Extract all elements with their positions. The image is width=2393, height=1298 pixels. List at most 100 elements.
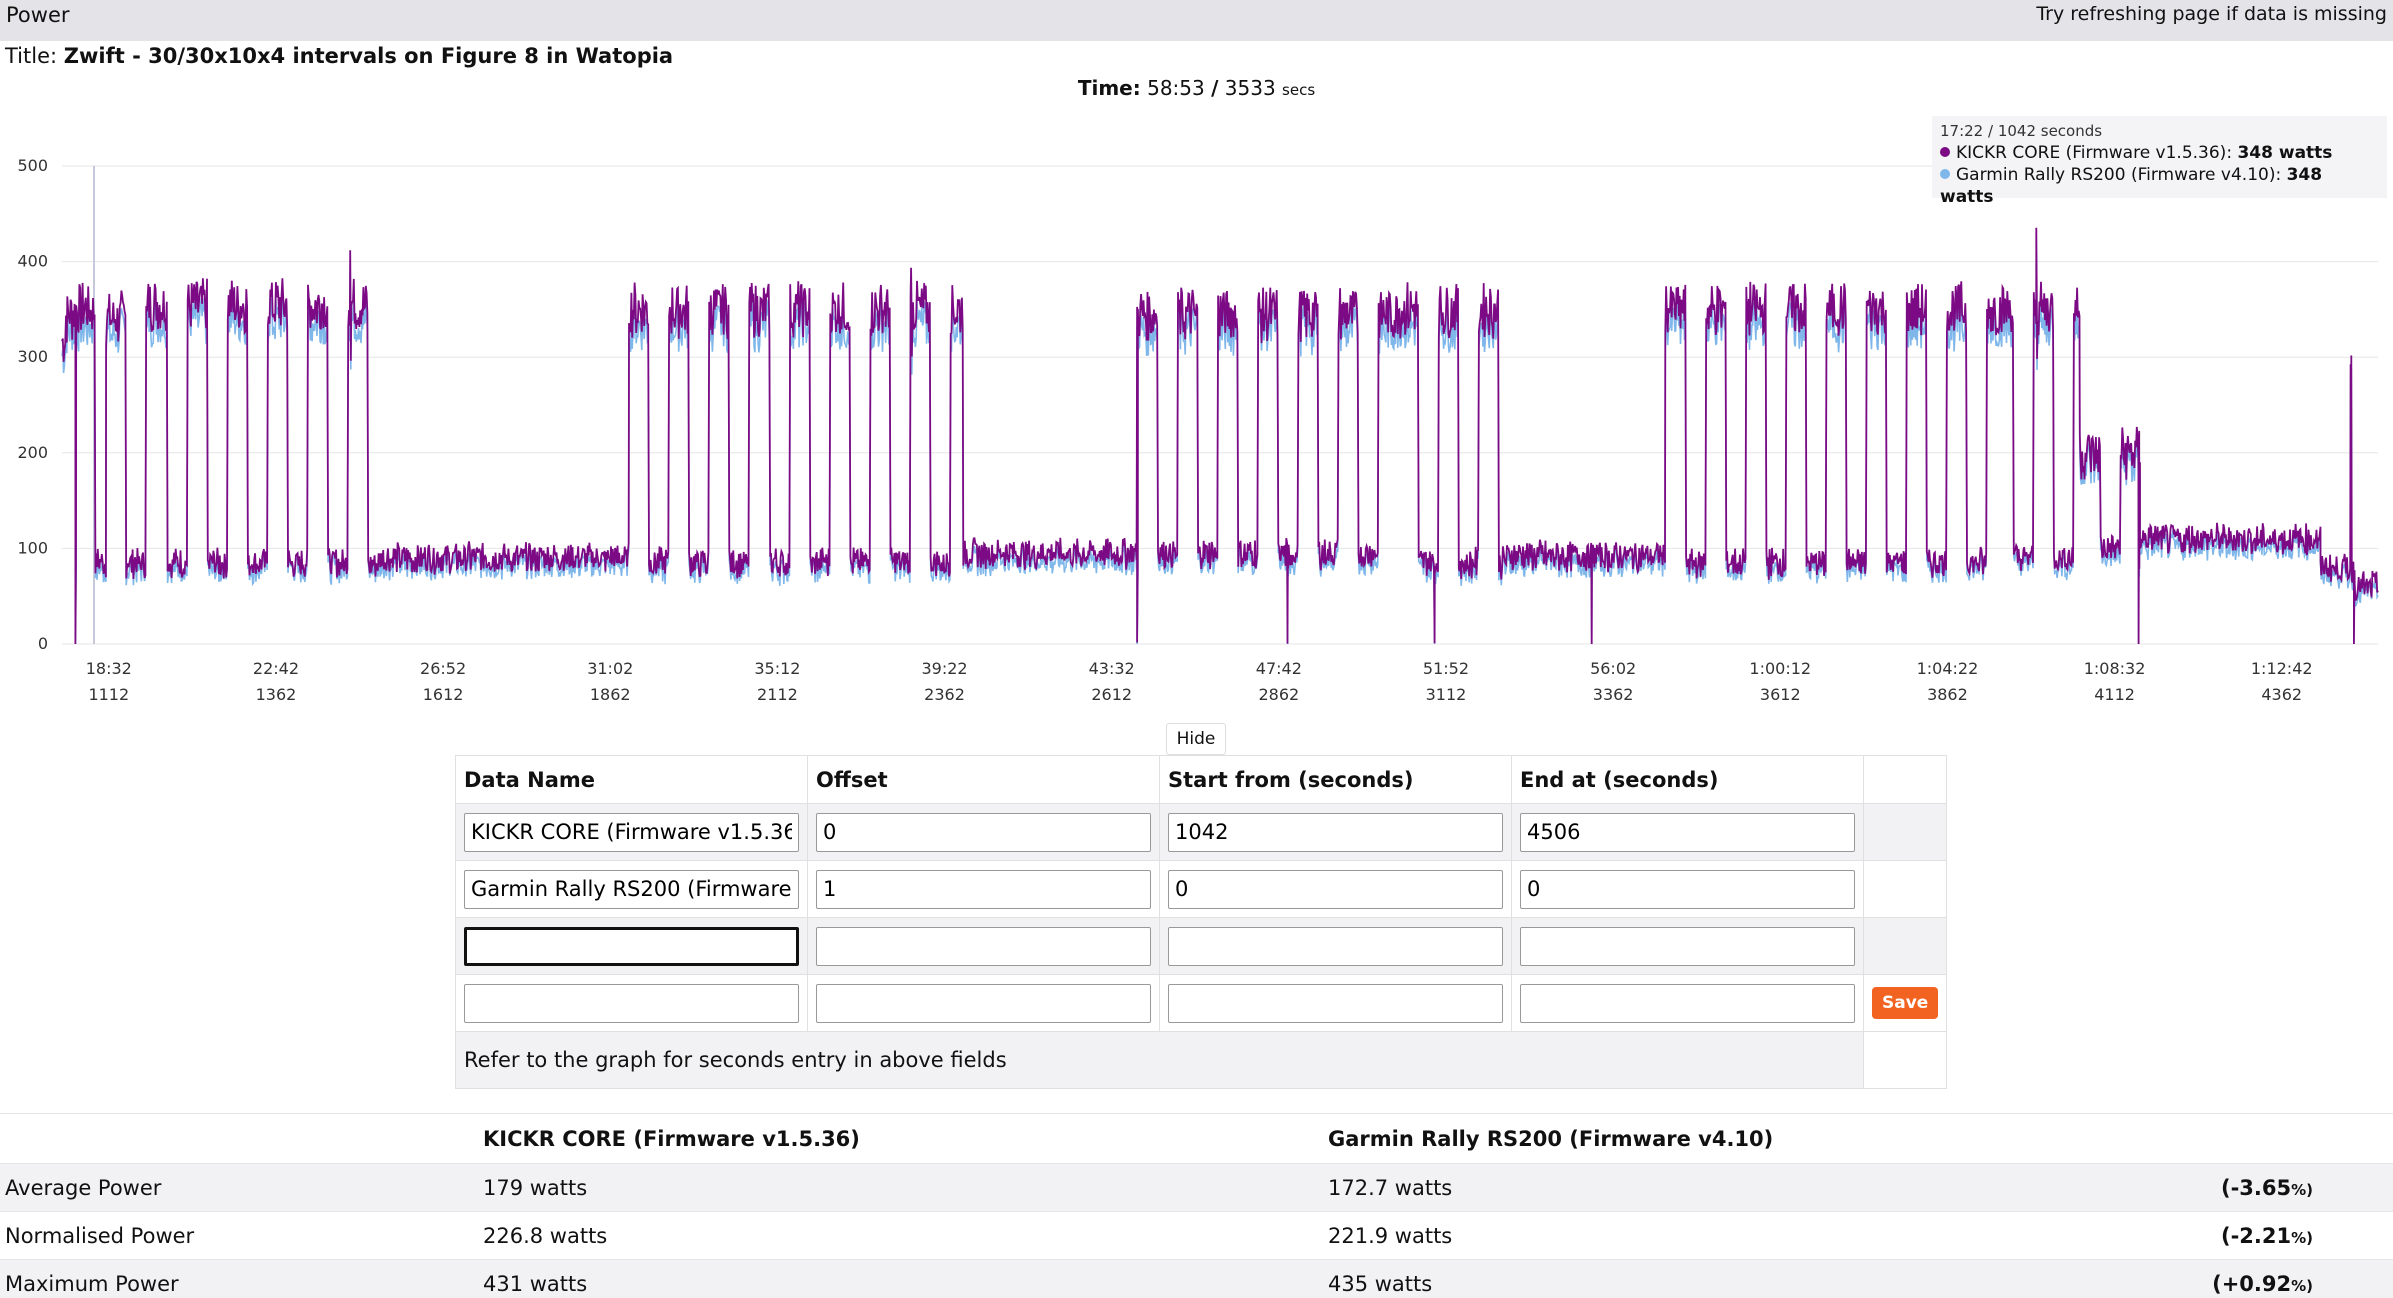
summary-col-garmin: Garmin Rally RS200 (Firmware v4.10) bbox=[1323, 1113, 2023, 1164]
garmin-value: 221.9 watts bbox=[1323, 1211, 2023, 1260]
offset-input[interactable] bbox=[816, 926, 1151, 966]
y-tick-label: 400 bbox=[17, 252, 48, 271]
save-button[interactable]: Save bbox=[1872, 987, 1939, 1019]
y-tick-label: 100 bbox=[17, 538, 48, 557]
y-tick-label: 300 bbox=[17, 347, 48, 366]
offset-input[interactable] bbox=[816, 983, 1151, 1023]
table-row bbox=[455, 917, 1948, 975]
time-label: Time: bbox=[1077, 76, 1141, 100]
hint-row: Refer to the graph for seconds entry in … bbox=[455, 1031, 1948, 1089]
tooltip-value: 348 watts bbox=[1940, 165, 2323, 207]
start-input[interactable] bbox=[1168, 983, 1503, 1023]
table-row bbox=[455, 860, 1948, 918]
data-name-input[interactable] bbox=[464, 869, 799, 909]
start-input[interactable] bbox=[1168, 926, 1503, 966]
power-chart[interactable]: 0 100 200 300 400 500 18:32 1112 22:42 1362 26:52 1… bbox=[0, 110, 2393, 710]
data-name-input[interactable] bbox=[464, 812, 799, 852]
activity-title: Zwift - 30/30x10x4 intervals on Figure 8… bbox=[63, 44, 674, 68]
y-tick-label: 0 bbox=[38, 634, 48, 653]
table-row bbox=[455, 803, 1948, 861]
chart-tooltip: 17:22 / 1042 seconds KICKR CORE (Firmwar… bbox=[1932, 116, 2387, 207]
offset-input[interactable] bbox=[816, 869, 1151, 909]
summary-col-kickr: KICKR CORE (Firmware v1.5.36) bbox=[478, 1113, 1323, 1164]
x-tick-seconds: 4112 bbox=[2094, 685, 2135, 704]
top-bar: Power Try refreshing page if data is mis… bbox=[0, 0, 2393, 41]
time-separator: / bbox=[1211, 76, 1219, 100]
metric-label: Average Power bbox=[0, 1163, 478, 1212]
time-value: 58:53 bbox=[1147, 76, 1205, 100]
summary-row: Maximum Power 431 watts 435 watts (+0.92… bbox=[0, 1259, 2393, 1298]
x-tick-time: 26:52 bbox=[420, 659, 466, 678]
x-tick-time: 35:12 bbox=[754, 659, 800, 678]
y-tick-label: 500 bbox=[17, 156, 48, 175]
x-tick-time: 1:04:22 bbox=[1917, 659, 1979, 678]
x-tick-time: 43:32 bbox=[1089, 659, 1135, 678]
x-tick-time: 1:08:32 bbox=[2084, 659, 2146, 678]
garmin-value: 172.7 watts bbox=[1323, 1163, 2023, 1212]
series-dot-icon bbox=[1940, 169, 1950, 179]
table-header-row: Data Name Offset Start from (seconds) En… bbox=[455, 755, 1948, 804]
series-line-kickr bbox=[61, 227, 2379, 645]
tooltip-value: 348 watts bbox=[2237, 143, 2333, 163]
time-unit: secs bbox=[1282, 81, 1316, 99]
x-tick-seconds: 4362 bbox=[2261, 685, 2302, 704]
x-tick-seconds: 2612 bbox=[1091, 685, 1132, 704]
start-input[interactable] bbox=[1168, 812, 1503, 852]
activity-title-line: Title: Zwift - 30/30x10x4 intervals on F… bbox=[5, 44, 673, 68]
start-input[interactable] bbox=[1168, 869, 1503, 909]
x-tick-seconds: 3862 bbox=[1927, 685, 1968, 704]
title-label: Title: bbox=[5, 44, 58, 68]
end-input[interactable] bbox=[1520, 869, 1855, 909]
header-data-name: Data Name bbox=[455, 755, 808, 804]
refresh-hint: Try refreshing page if data is missing bbox=[2036, 3, 2387, 25]
y-tick-label: 200 bbox=[17, 443, 48, 462]
summary-table: KICKR CORE (Firmware v1.5.36) Garmin Ral… bbox=[0, 1113, 2393, 1298]
diff-value: (-3.65%) bbox=[2023, 1163, 2393, 1212]
offset-input[interactable] bbox=[816, 812, 1151, 852]
metric-label: Normalised Power bbox=[0, 1211, 478, 1260]
x-tick-seconds: 1612 bbox=[423, 685, 464, 704]
data-name-input[interactable] bbox=[464, 983, 799, 1023]
x-tick-seconds: 2862 bbox=[1258, 685, 1299, 704]
time-line: Time: 58:53 / 3533 secs bbox=[0, 76, 2393, 100]
tooltip-name: KICKR CORE (Firmware v1.5.36): bbox=[1956, 143, 2233, 163]
x-tick-seconds: 3362 bbox=[1593, 685, 1634, 704]
x-tick-seconds: 3612 bbox=[1760, 685, 1801, 704]
x-tick-seconds: 1112 bbox=[88, 685, 129, 704]
table-row: Save bbox=[455, 974, 1948, 1032]
end-input[interactable] bbox=[1520, 926, 1855, 966]
header-start: Start from (seconds) bbox=[1159, 755, 1512, 804]
x-tick-time: 56:02 bbox=[1590, 659, 1636, 678]
x-tick-seconds: 2362 bbox=[924, 685, 965, 704]
x-tick-time: 1:00:12 bbox=[1749, 659, 1811, 678]
end-input[interactable] bbox=[1520, 812, 1855, 852]
summary-row: Normalised Power 226.8 watts 221.9 watts… bbox=[0, 1211, 2393, 1260]
tooltip-name: Garmin Rally RS200 (Firmware v4.10): bbox=[1956, 165, 2282, 185]
x-tick-time: 31:02 bbox=[587, 659, 633, 678]
metric-label: Maximum Power bbox=[0, 1259, 478, 1298]
section-title: Power bbox=[6, 3, 70, 27]
summary-row: Average Power 179 watts 172.7 watts (-3.… bbox=[0, 1163, 2393, 1212]
x-tick-seconds: 2112 bbox=[757, 685, 798, 704]
x-tick-time: 39:22 bbox=[921, 659, 967, 678]
x-tick-time: 22:42 bbox=[253, 659, 299, 678]
data-name-input[interactable] bbox=[464, 926, 799, 966]
end-input[interactable] bbox=[1520, 983, 1855, 1023]
kickr-value: 431 watts bbox=[478, 1259, 1323, 1298]
hint-text: Refer to the graph for seconds entry in … bbox=[455, 1031, 1864, 1089]
x-tick-time: 47:42 bbox=[1256, 659, 1302, 678]
x-tick-seconds: 1862 bbox=[590, 685, 631, 704]
summary-header-row: KICKR CORE (Firmware v1.5.36) Garmin Ral… bbox=[0, 1113, 2393, 1164]
x-tick-seconds: 1362 bbox=[256, 685, 297, 704]
diff-value: (-2.21%) bbox=[2023, 1211, 2393, 1260]
series-dot-icon bbox=[1940, 147, 1950, 157]
tooltip-row-kickr: KICKR CORE (Firmware v1.5.36): 348 watts bbox=[1940, 142, 2379, 164]
time-seconds: 3533 bbox=[1224, 76, 1276, 100]
garmin-value: 435 watts bbox=[1323, 1259, 2023, 1298]
hide-button[interactable]: Hide bbox=[1166, 723, 1226, 755]
header-end: End at (seconds) bbox=[1511, 755, 1864, 804]
tooltip-timestamp: 17:22 / 1042 seconds bbox=[1940, 122, 2103, 140]
x-tick-time: 1:12:42 bbox=[2251, 659, 2313, 678]
x-tick-time: 51:52 bbox=[1423, 659, 1469, 678]
kickr-value: 179 watts bbox=[478, 1163, 1323, 1212]
